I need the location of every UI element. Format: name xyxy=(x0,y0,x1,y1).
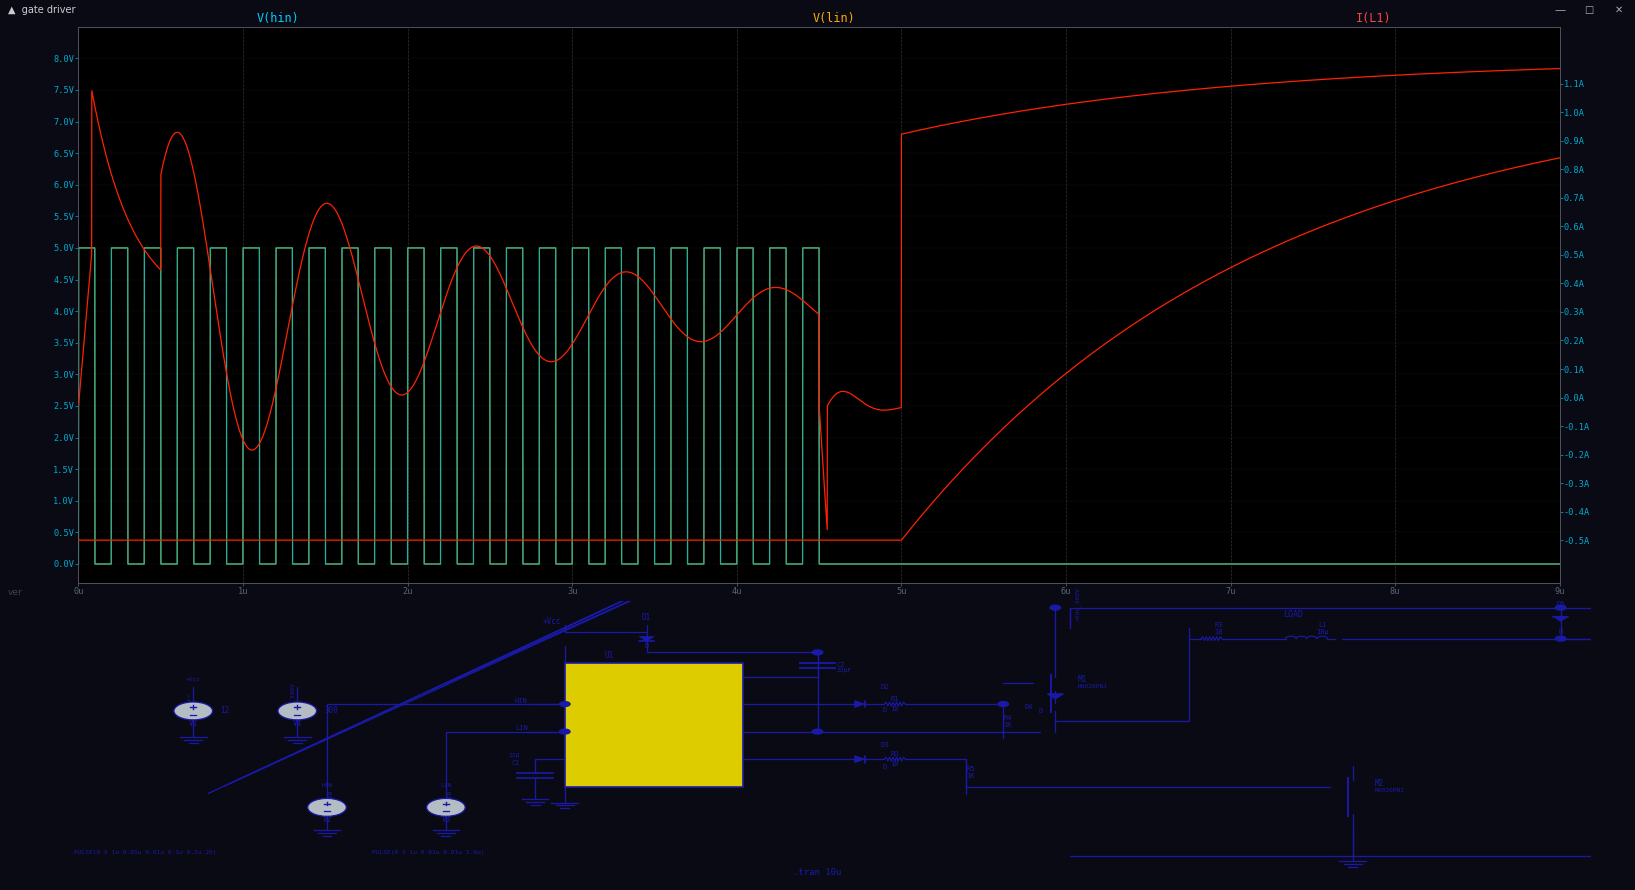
Circle shape xyxy=(173,702,213,720)
Text: D3: D3 xyxy=(880,742,889,748)
Circle shape xyxy=(278,702,317,720)
Text: R4: R4 xyxy=(1004,715,1012,721)
Text: R5: R5 xyxy=(966,766,974,773)
Polygon shape xyxy=(1048,694,1063,700)
Polygon shape xyxy=(855,700,865,708)
Text: M2: M2 xyxy=(1375,779,1385,788)
Text: V(lin): V(lin) xyxy=(813,12,855,25)
Text: D5: D5 xyxy=(1557,601,1565,607)
Text: 22μ: 22μ xyxy=(508,753,520,758)
Circle shape xyxy=(427,798,466,816)
Text: V4: V4 xyxy=(293,719,302,728)
Text: D: D xyxy=(883,707,886,713)
Text: I(L1): I(L1) xyxy=(1355,12,1391,25)
Text: ver: ver xyxy=(8,588,23,597)
Circle shape xyxy=(307,798,347,816)
Text: LIN: LIN xyxy=(515,725,528,732)
Text: LO: LO xyxy=(693,755,703,764)
Text: HIN: HIN xyxy=(329,790,334,801)
Text: U1: U1 xyxy=(605,651,615,660)
Text: R6020PNJ: R6020PNJ xyxy=(1077,684,1107,690)
Polygon shape xyxy=(639,636,654,642)
Text: C1: C1 xyxy=(512,759,520,765)
Text: HIN: HIN xyxy=(602,700,616,708)
Text: D: D xyxy=(644,643,649,649)
Circle shape xyxy=(1555,605,1566,610)
Text: L1: L1 xyxy=(1318,622,1328,627)
Text: D: D xyxy=(1558,628,1563,635)
Circle shape xyxy=(813,650,822,655)
Text: —: — xyxy=(1555,4,1565,15)
Text: +Vdc_300V: +Vdc_300V xyxy=(1074,587,1081,621)
Circle shape xyxy=(1050,605,1061,610)
Text: V3: V3 xyxy=(441,815,451,824)
Text: R6020PNJ: R6020PNJ xyxy=(1375,788,1404,793)
Text: 300: 300 xyxy=(324,707,338,716)
Text: D2: D2 xyxy=(880,684,889,690)
Text: HIN: HIN xyxy=(515,698,528,704)
Text: ✕: ✕ xyxy=(1615,4,1622,15)
Text: PULSE(0 5 1u 0.01u 0.01u 0.1u 0.2u 20): PULSE(0 5 1u 0.01u 0.01u 0.1u 0.2u 20) xyxy=(74,850,217,854)
Text: LIN: LIN xyxy=(440,783,451,788)
Text: RΩ: RΩ xyxy=(891,751,899,757)
Text: VB: VB xyxy=(693,671,703,680)
Text: ▲  gate driver: ▲ gate driver xyxy=(8,4,75,15)
Text: R3: R3 xyxy=(1215,622,1223,627)
Text: +Vdc_300V: +Vdc_300V xyxy=(289,683,296,716)
Polygon shape xyxy=(855,756,865,763)
Text: VS: VS xyxy=(693,727,703,736)
Circle shape xyxy=(559,701,571,707)
Text: LIN: LIN xyxy=(448,790,453,801)
Text: 1K: 1K xyxy=(966,773,974,780)
Text: IR2183: IR2183 xyxy=(641,774,667,783)
Text: HO: HO xyxy=(693,700,703,708)
Text: □: □ xyxy=(1584,4,1594,15)
Text: 10: 10 xyxy=(891,706,899,712)
Text: 12: 12 xyxy=(221,707,229,716)
Text: C2: C2 xyxy=(837,662,845,668)
Text: 10: 10 xyxy=(891,761,899,767)
Text: +Vcc: +Vcc xyxy=(186,692,191,707)
Text: VCC: VCC xyxy=(602,671,616,680)
Text: 22μF: 22μF xyxy=(837,668,852,674)
Text: 10μ: 10μ xyxy=(1316,628,1329,635)
Text: V2: V2 xyxy=(322,815,332,824)
Text: HIN: HIN xyxy=(322,783,332,788)
Text: 10: 10 xyxy=(1215,628,1223,635)
Text: D1: D1 xyxy=(643,613,651,622)
Text: com: com xyxy=(602,755,616,764)
Text: V1: V1 xyxy=(188,719,198,728)
Polygon shape xyxy=(1553,617,1568,621)
Text: LIN: LIN xyxy=(602,727,616,736)
Text: R1: R1 xyxy=(891,696,899,702)
Circle shape xyxy=(813,729,822,734)
Text: .tran 10u: .tran 10u xyxy=(793,869,842,878)
Text: V(hin): V(hin) xyxy=(257,12,299,25)
Bar xyxy=(564,663,744,787)
Text: +Vcc: +Vcc xyxy=(186,677,201,683)
Circle shape xyxy=(1555,636,1566,641)
Text: D: D xyxy=(1038,708,1043,714)
Text: D4: D4 xyxy=(1024,705,1033,710)
Text: LOAD: LOAD xyxy=(1283,610,1303,619)
Circle shape xyxy=(559,729,571,734)
Text: D: D xyxy=(883,765,886,771)
Text: PULSE(0 5 1u 0.01u 0.01u 3.9u): PULSE(0 5 1u 0.01u 0.01u 3.9u) xyxy=(371,850,484,854)
Text: +Vcc: +Vcc xyxy=(543,617,561,626)
Text: M1: M1 xyxy=(1077,676,1087,684)
Circle shape xyxy=(997,701,1009,707)
Text: 1K: 1K xyxy=(1004,722,1012,728)
